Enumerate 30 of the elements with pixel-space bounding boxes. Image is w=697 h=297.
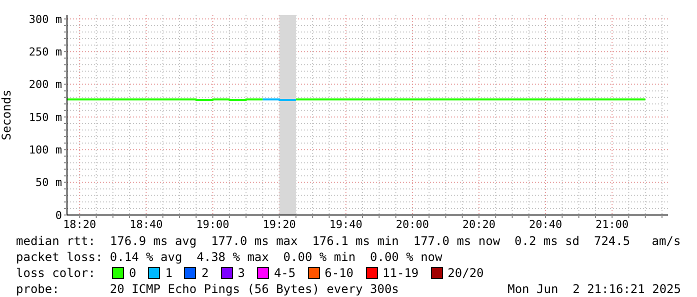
x-tick-label: 20:00	[396, 218, 429, 231]
legend-title: loss color:	[16, 265, 96, 281]
y-tick-label: 50 m	[36, 176, 62, 190]
legend-label: 4-5	[272, 265, 296, 281]
legend-label: 3	[236, 265, 245, 281]
x-tick-label: 19:00	[196, 218, 230, 231]
legend-label: 0	[128, 265, 136, 281]
x-tick-label: 18:20	[63, 218, 96, 231]
x-tick-label: 21:00	[596, 218, 629, 231]
legend-label: 2	[200, 265, 209, 281]
text: packet loss: 0.14 % avg 4.38 % max 0.00 % min 0.00 % now	[16, 249, 444, 265]
text: Mon Jun 2 21:16:21 2025	[508, 281, 681, 297]
x-tick-label: 19:40	[329, 218, 362, 231]
text: median rtt: 176.9 ms avg 177.0 ms max 176.1 ms min 177.0 ms now 0.2 ms sd 724.5 am/s	[16, 233, 682, 249]
x-tick-label: 18:40	[130, 218, 163, 231]
y-tick-label: 300 m	[28, 12, 62, 26]
legend-label: 20/20	[446, 265, 484, 281]
x-tick-label: 20:20	[462, 218, 496, 231]
y-tick-label: 0	[55, 208, 62, 222]
legend-label: 6-10	[324, 265, 354, 281]
x-tick-label: 20:40	[528, 218, 562, 231]
y-tick-label: 100 m	[28, 144, 62, 157]
y-axis-title: Seconds	[0, 90, 14, 140]
y-tick-label: 150 m	[28, 110, 62, 124]
legend-label: 1	[164, 265, 172, 281]
y-tick-label: 200 m	[28, 78, 62, 92]
text: probe: 20 ICMP Echo Pings (56 Bytes) every 300s	[16, 281, 399, 297]
y-tick-label: 250 m	[28, 46, 62, 59]
x-tick-label: 19:20	[262, 218, 296, 231]
legend-label: 11-19	[382, 265, 419, 281]
